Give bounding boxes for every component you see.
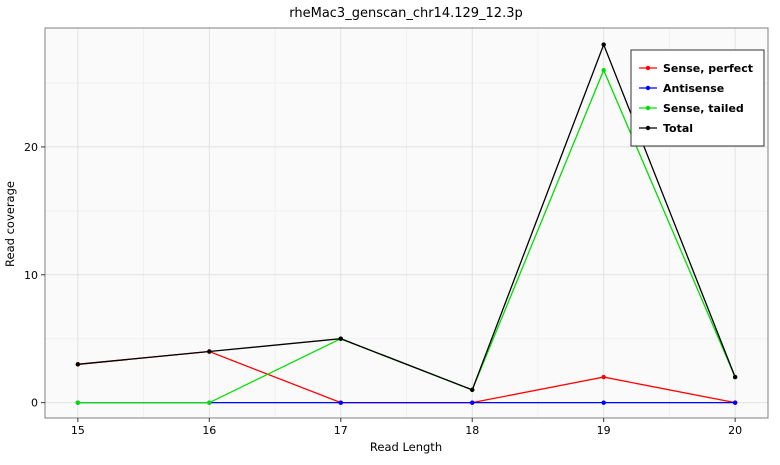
y-tick-label: 10 [24, 269, 38, 282]
data-point-sense-perfect [601, 374, 606, 380]
legend-item-total: Total [639, 122, 693, 135]
data-point-total [601, 42, 606, 47]
legend-marker-antisense [645, 85, 651, 91]
data-point-sense-tailed [207, 400, 212, 405]
data-point-total [207, 349, 212, 354]
y-tick-label: 20 [24, 141, 38, 154]
data-point-total [338, 336, 343, 341]
y-tick-label: 0 [31, 397, 38, 410]
legend: Sense, perfect Antisense Sense, tailed Tota… [630, 49, 765, 147]
x-tick-label: 16 [202, 424, 216, 437]
data-point-total [75, 362, 81, 367]
data-point-sense-tailed [75, 400, 81, 405]
legend-item-sense-tailed: Sense, tailed [639, 102, 744, 115]
legend-label-total: Total [663, 122, 693, 135]
legend-label-antisense: Antisense [663, 82, 724, 95]
data-point-antisense [338, 400, 343, 405]
series-total [75, 42, 738, 393]
legend-item-sense-perfect: Sense, perfect [639, 62, 753, 75]
chart-title: rheMac3_genscan_chr14.129_12.3p [289, 6, 523, 21]
panel-border [44, 27, 769, 419]
legend-marker-sense-perfect [645, 65, 651, 71]
data-point-total [470, 387, 475, 393]
data-point-antisense [732, 400, 738, 405]
data-point-antisense [601, 400, 606, 405]
legend-marker-sense-tailed [645, 105, 651, 111]
series-line-total [77, 42, 736, 391]
data-point-sense-tailed [601, 67, 606, 73]
x-tick-label: 18 [465, 424, 479, 437]
plot-area: 15 16 17 18 19 20 0 10 20 Sense, perfect Antisense… [24, 27, 769, 437]
legend-label-sense-perfect: Sense, perfect [663, 62, 753, 75]
data-point-antisense [470, 400, 475, 405]
legend-box [630, 49, 765, 147]
y-axis-ticks: 0 10 20 [24, 141, 45, 410]
y-axis-label: Read coverage [3, 181, 17, 267]
x-tick-label: 19 [597, 424, 611, 437]
legend-marker-total [645, 125, 651, 131]
legend-item-antisense: Antisense [639, 82, 724, 95]
legend-label-sense-tailed: Sense, tailed [663, 102, 744, 115]
x-tick-label: 17 [334, 424, 348, 437]
x-axis-label: Read Length [370, 440, 442, 454]
x-tick-label: 15 [71, 424, 85, 437]
x-axis-ticks: 15 16 17 18 19 20 [71, 418, 742, 437]
data-point-total [732, 374, 738, 380]
x-tick-label: 20 [728, 424, 742, 437]
